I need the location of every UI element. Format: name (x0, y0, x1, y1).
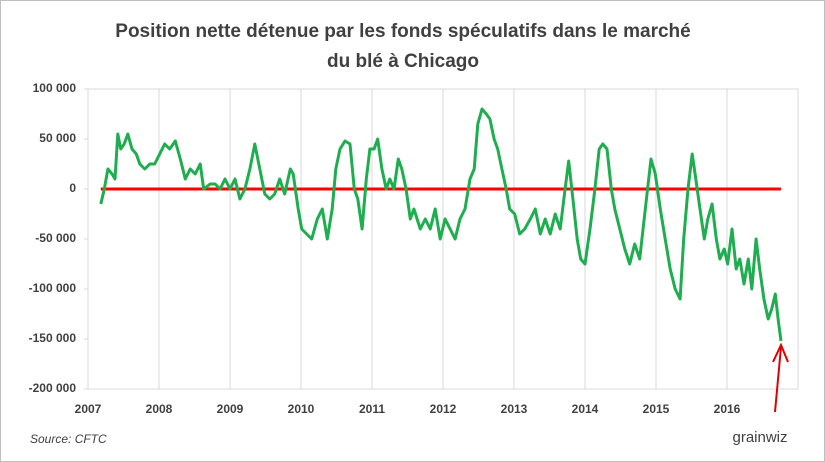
x-tick-label: 2011 (359, 402, 385, 416)
x-tick-label: 2009 (217, 402, 244, 416)
x-tick-label: 2012 (430, 402, 457, 416)
x-tick-label: 2015 (643, 402, 670, 416)
chart-title: du blé à Chicago (327, 51, 479, 72)
y-tick-label: -200 000 (29, 381, 77, 395)
x-tick-label: 2010 (288, 402, 315, 416)
chart-title: Position nette détenue par les fonds spé… (115, 21, 690, 42)
x-tick-label: 2016 (714, 402, 741, 416)
y-tick-label: 100 000 (33, 81, 77, 95)
x-tick-label: 2008 (146, 402, 173, 416)
y-tick-label: 0 (69, 181, 76, 195)
y-tick-label: 50 000 (39, 131, 76, 145)
source: Source: CFTC (30, 432, 107, 446)
x-tick-label: 2014 (572, 402, 599, 416)
arrow-shaft (774, 346, 782, 413)
arrow (772, 342, 789, 413)
x-tick-label: 2013 (501, 402, 528, 416)
series-line (99, 107, 783, 342)
arrow-head (772, 342, 789, 363)
x-tick-label: 2007 (75, 402, 102, 416)
y-tick-label: -100 000 (29, 281, 77, 295)
y-tick-label: -50 000 (35, 231, 76, 245)
grid (84, 88, 799, 390)
plot (99, 107, 783, 342)
logo: grainwiz (732, 429, 787, 446)
y-tick-label: -150 000 (29, 331, 77, 345)
